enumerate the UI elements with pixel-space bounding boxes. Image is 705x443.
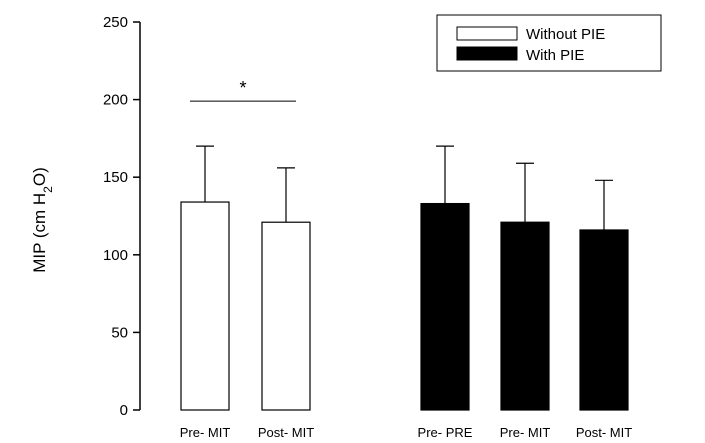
y-tick-label: 100 [103, 247, 128, 264]
legend-frame [436, 14, 662, 72]
y-axis-label-prefix: MIP (cm H [30, 193, 49, 273]
legend-label-with-pie: With PIE [526, 47, 584, 64]
category-labels: Pre- MIT Post- MIT Pre- PRE Pre- MIT Post- M… [180, 425, 633, 440]
legend: Without PIE With PIE [436, 14, 662, 72]
category-label: Post- MIT [576, 425, 632, 440]
legend-swatch-with-pie [456, 46, 518, 61]
bar [261, 221, 311, 411]
y-tick-label: 250 [103, 14, 128, 31]
y-axis-label-subscript: 2 [41, 186, 55, 193]
bars-group [180, 145, 629, 411]
bar [180, 201, 230, 411]
y-tick-label: 200 [103, 92, 128, 109]
category-label: Pre- MIT [180, 425, 231, 440]
y-tick-label: 150 [103, 169, 128, 186]
significance-star: * [239, 78, 246, 98]
category-label: Pre- PRE [418, 425, 473, 440]
legend-swatch-without-pie [456, 26, 518, 41]
y-axis-label-suffix: O) [30, 167, 49, 186]
category-label: Pre- MIT [500, 425, 551, 440]
y-axis-label: MIP (cm H2O) [30, 167, 55, 273]
legend-label-without-pie: Without PIE [526, 26, 605, 43]
category-label: Post- MIT [258, 425, 314, 440]
bar [420, 202, 470, 411]
bar [579, 229, 629, 411]
y-tick-label: 0 [120, 402, 128, 419]
bar [500, 221, 550, 411]
annotations-group: * [190, 78, 296, 102]
y-tick-label: 50 [111, 324, 128, 341]
y-axis-ticks: 0 50 100 150 200 250 [103, 14, 140, 419]
